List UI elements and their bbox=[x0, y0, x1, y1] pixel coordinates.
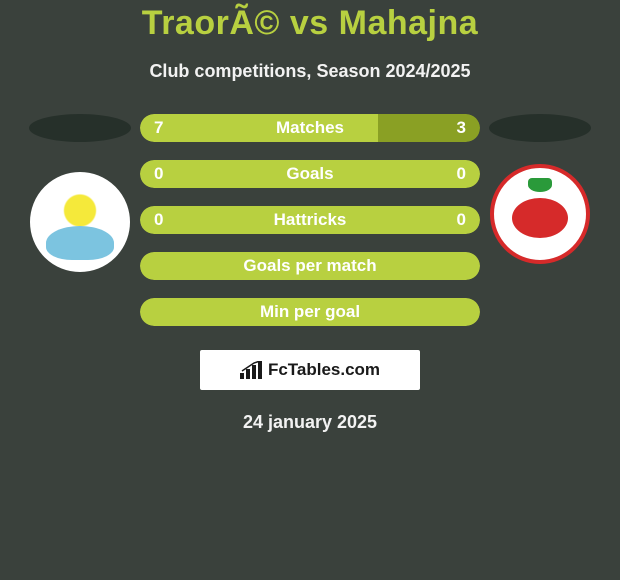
bars-icon bbox=[240, 361, 262, 379]
date-label: 24 january 2025 bbox=[0, 412, 620, 433]
stat-bars: 7 3 Matches 0 0 Goals 0 0 Hattricks Goals per mat… bbox=[140, 114, 480, 390]
right-player-col bbox=[480, 114, 600, 272]
bar-label: Min per goal bbox=[260, 302, 360, 322]
bar-value-right: 0 bbox=[457, 206, 466, 234]
bar-label: Hattricks bbox=[274, 210, 347, 230]
bar-value-left: 0 bbox=[154, 206, 163, 234]
page-title: TraorÃ© vs Mahajna bbox=[0, 4, 620, 43]
stat-bar: 0 0 Goals bbox=[140, 160, 480, 188]
player-silhouette-right bbox=[489, 114, 591, 142]
bar-label: Matches bbox=[276, 118, 344, 138]
watermark-text: FcTables.com bbox=[268, 360, 380, 380]
stat-bar: Min per goal bbox=[140, 298, 480, 326]
bar-value-right: 0 bbox=[457, 160, 466, 188]
bar-label: Goals bbox=[286, 164, 333, 184]
club-logo-left bbox=[30, 172, 130, 272]
comparison-card: TraorÃ© vs Mahajna Club competitions, Se… bbox=[0, 0, 620, 433]
bar-value-left: 7 bbox=[154, 114, 163, 142]
page-subtitle: Club competitions, Season 2024/2025 bbox=[0, 61, 620, 82]
stat-bar: Goals per match bbox=[140, 252, 480, 280]
bar-value-left: 0 bbox=[154, 160, 163, 188]
club-logo-right bbox=[490, 164, 590, 264]
left-player-col bbox=[20, 114, 140, 272]
stat-bar: 0 0 Hattricks bbox=[140, 206, 480, 234]
content-row: 7 3 Matches 0 0 Goals 0 0 Hattricks Goals per mat… bbox=[0, 114, 620, 390]
bar-label: Goals per match bbox=[243, 256, 376, 276]
bar-value-right: 3 bbox=[457, 114, 466, 142]
stat-bar: 7 3 Matches bbox=[140, 114, 480, 142]
player-silhouette-left bbox=[29, 114, 131, 142]
watermark: FcTables.com bbox=[200, 350, 420, 390]
